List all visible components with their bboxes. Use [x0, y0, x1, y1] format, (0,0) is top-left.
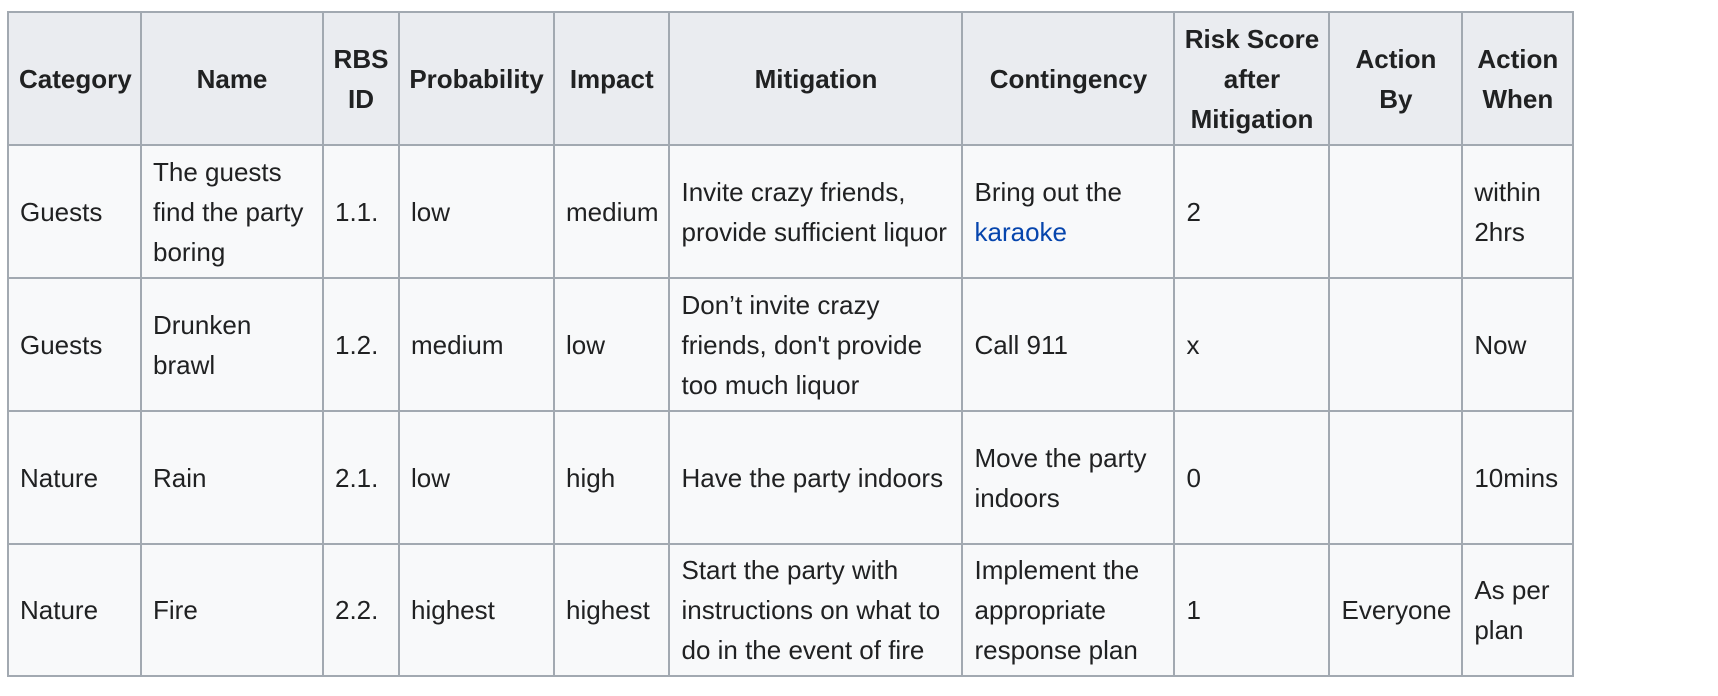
cell-action-when: As per plan	[1461, 543, 1575, 677]
header-name: Name	[140, 11, 324, 146]
header-contingency: Contingency	[961, 11, 1176, 146]
cell-action-when: within 2hrs	[1461, 144, 1575, 279]
table-row: Nature Rain 2.1. low high Have the party…	[7, 410, 1575, 545]
cell-risk-score: 0	[1173, 410, 1331, 545]
header-action-when: Action When	[1461, 11, 1575, 146]
table-row: Guests Drunken brawl 1.2. medium low Don…	[7, 277, 1575, 412]
header-impact: Impact	[552, 11, 671, 146]
header-rbs-id: RBS ID	[322, 11, 400, 146]
cell-probability: low	[398, 144, 555, 279]
cell-contingency: Bring out the karaoke	[961, 144, 1176, 279]
cell-probability: highest	[398, 543, 555, 677]
cell-contingency: Implement the appropriate response plan	[961, 543, 1176, 677]
cell-action-when: 10mins	[1461, 410, 1575, 545]
cell-rbs-id: 2.1.	[322, 410, 400, 545]
cell-probability: medium	[398, 277, 555, 412]
cell-mitigation: Start the party with instructions on wha…	[668, 543, 964, 677]
cell-mitigation: Invite crazy friends, provide sufficient…	[668, 144, 964, 279]
cell-probability: low	[398, 410, 555, 545]
cell-name: Fire	[140, 543, 324, 677]
cell-impact: low	[552, 277, 671, 412]
header-risk-score: Risk Score after Mitigation	[1173, 11, 1331, 146]
cell-action-by	[1328, 277, 1464, 412]
header-mitigation: Mitigation	[668, 11, 964, 146]
cell-impact: medium	[552, 144, 671, 279]
cell-action-by: Everyone	[1328, 543, 1464, 677]
cell-contingency: Call 911	[961, 277, 1176, 412]
cell-contingency: Move the party indoors	[961, 410, 1176, 545]
cell-category: Guests	[7, 277, 142, 412]
header-category: Category	[7, 11, 142, 146]
table-body: Guests The guests find the party boring …	[7, 144, 1575, 677]
cell-rbs-id: 1.1.	[322, 144, 400, 279]
risk-register-table: Category Name RBS ID Probability Impact …	[7, 11, 1575, 677]
table-row: Nature Fire 2.2. highest highest Start t…	[7, 543, 1575, 677]
table-header: Category Name RBS ID Probability Impact …	[7, 11, 1575, 146]
table-row: Guests The guests find the party boring …	[7, 144, 1575, 279]
header-action-by: Action By	[1328, 11, 1464, 146]
cell-risk-score: 2	[1173, 144, 1331, 279]
cell-name: Drunken brawl	[140, 277, 324, 412]
cell-impact: high	[552, 410, 671, 545]
cell-rbs-id: 1.2.	[322, 277, 400, 412]
contingency-text: Bring out the	[974, 176, 1122, 207]
karaoke-link[interactable]: karaoke	[974, 216, 1067, 247]
cell-category: Nature	[7, 543, 142, 677]
cell-rbs-id: 2.2.	[322, 543, 400, 677]
header-row: Category Name RBS ID Probability Impact …	[7, 11, 1575, 146]
cell-risk-score: 1	[1173, 543, 1331, 677]
cell-action-by	[1328, 144, 1464, 279]
header-probability: Probability	[398, 11, 555, 146]
cell-action-by	[1328, 410, 1464, 545]
cell-name: The guests find the party boring	[140, 144, 324, 279]
cell-mitigation: Have the party indoors	[668, 410, 964, 545]
cell-mitigation: Don’t invite crazy friends, don't provid…	[668, 277, 964, 412]
cell-action-when: Now	[1461, 277, 1575, 412]
cell-risk-score: x	[1173, 277, 1331, 412]
cell-name: Rain	[140, 410, 324, 545]
cell-category: Guests	[7, 144, 142, 279]
cell-category: Nature	[7, 410, 142, 545]
cell-impact: highest	[552, 543, 671, 677]
